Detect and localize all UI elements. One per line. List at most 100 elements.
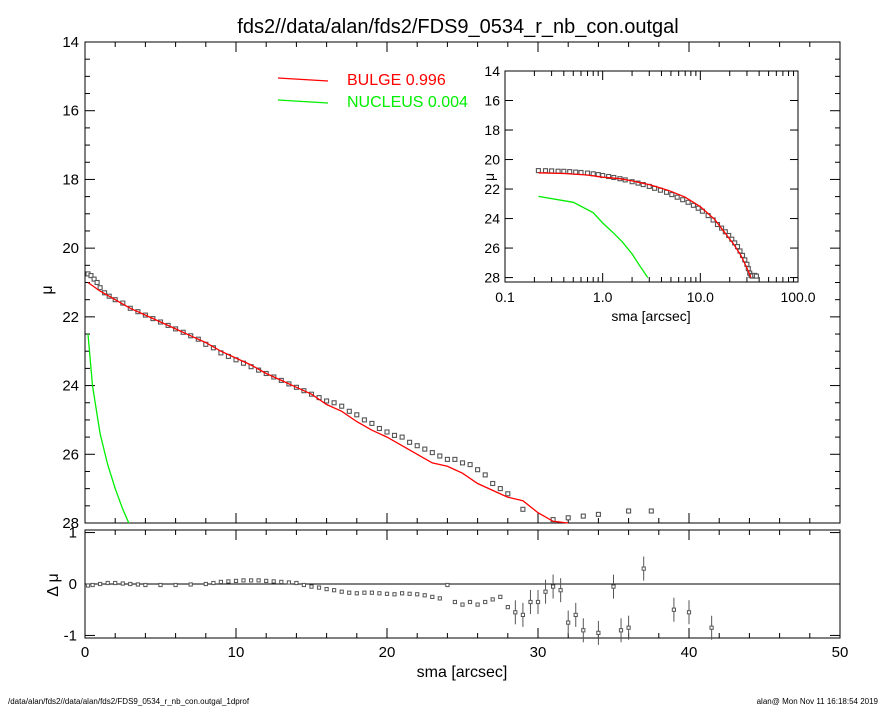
residual-point xyxy=(452,599,457,605)
residual-point xyxy=(256,578,261,583)
residual-x-axis-label: sma [arcsec] xyxy=(417,664,508,681)
main-y-tick-label: 28 xyxy=(62,515,79,532)
inset-background xyxy=(505,71,798,282)
residual-point xyxy=(309,584,314,589)
inset-y-axis-label: μ xyxy=(481,173,497,181)
main-data-point xyxy=(91,276,97,282)
residual-point xyxy=(543,589,548,594)
main-data-point xyxy=(331,400,337,406)
inset-nucleus-line xyxy=(538,195,649,278)
main-data-point xyxy=(505,491,511,497)
residual-x-tick-label: 30 xyxy=(530,644,547,661)
main-data-point xyxy=(580,513,586,519)
residual-point xyxy=(128,581,133,587)
inset-y-tick-label: 14 xyxy=(484,63,500,79)
main-y-tick-label: 24 xyxy=(62,378,79,395)
inset-x-tick-label: 1.0 xyxy=(593,289,613,305)
main-data-point xyxy=(490,480,496,487)
legend-line-bulge xyxy=(277,77,329,82)
residual-point xyxy=(377,591,382,596)
inset-plot-frame xyxy=(504,70,799,283)
residual-point xyxy=(709,625,714,630)
inset-x-tick-label: 10.0 xyxy=(687,289,714,305)
inset-data-point xyxy=(690,202,696,208)
residual-point xyxy=(686,610,692,615)
main-nucleus-line xyxy=(87,333,130,524)
residual-point xyxy=(233,578,239,583)
residual-x-tick-label: 20 xyxy=(379,644,396,661)
residual-x-tick-label: 50 xyxy=(832,644,849,661)
residual-point xyxy=(120,581,125,586)
residual-point xyxy=(105,580,110,586)
main-data-point xyxy=(497,486,503,492)
inset-data-point xyxy=(549,168,555,174)
residual-point xyxy=(445,582,450,588)
residual-y-tick-label: -1 xyxy=(64,627,77,644)
main-data-point xyxy=(361,417,367,423)
legend-line-nucleus xyxy=(277,99,329,104)
main-data-point xyxy=(520,506,526,512)
residual-point xyxy=(354,591,359,596)
inset-data-point xyxy=(753,273,759,279)
residual-point xyxy=(483,599,488,605)
inset-data-point xyxy=(640,182,646,188)
residual-point xyxy=(671,607,676,612)
inset-y-tick-label: 20 xyxy=(484,152,500,168)
inset-y-tick-label: 16 xyxy=(484,93,500,109)
main-data-point xyxy=(595,511,601,517)
residual-point xyxy=(301,582,306,588)
main-data-point xyxy=(346,408,352,414)
inset-y-tick-label: 26 xyxy=(484,240,500,256)
residual-point xyxy=(475,602,480,607)
inset-y-tick-label: 22 xyxy=(484,181,500,197)
residual-point xyxy=(294,580,299,586)
residual-point xyxy=(98,581,103,587)
residual-point xyxy=(407,591,412,596)
residual-point xyxy=(113,580,118,586)
main-data-point xyxy=(437,453,443,459)
residual-point xyxy=(226,579,231,584)
residual-point xyxy=(528,599,533,605)
main-data-point xyxy=(422,446,428,452)
inset-data-point xyxy=(695,205,701,211)
inset-y-tick-label: 18 xyxy=(484,122,500,138)
main-data-point xyxy=(324,398,330,404)
inset-data-point xyxy=(685,199,691,205)
main-data-point xyxy=(354,412,360,418)
main-data-point xyxy=(369,420,375,426)
residual-point xyxy=(573,612,578,617)
main-data-point xyxy=(97,285,103,291)
main-data-point xyxy=(339,403,345,409)
residual-point xyxy=(467,599,473,605)
residual-point xyxy=(626,625,631,630)
residual-point xyxy=(85,583,91,588)
legend-label-bulge: BULGE 0.996 xyxy=(347,72,446,89)
inset-data-point xyxy=(542,168,549,174)
residual-point xyxy=(249,578,254,583)
main-data-point xyxy=(467,462,473,468)
main-data-point xyxy=(648,508,654,514)
residual-point xyxy=(611,584,616,589)
residual-point xyxy=(369,590,374,595)
legend-label-nucleus: NUCLEUS 0.004 xyxy=(347,94,468,111)
residual-point xyxy=(384,591,390,596)
residual-point xyxy=(264,578,269,583)
residual-x-tick-label: 10 xyxy=(228,644,245,661)
residual-point xyxy=(158,582,163,588)
main-data-point xyxy=(452,456,458,462)
residual-y-tick-label: 1 xyxy=(69,525,77,542)
residual-x-tick-label: 40 xyxy=(681,644,698,661)
main-data-point xyxy=(376,425,382,432)
residual-y-axis-label: Δ μ xyxy=(45,573,62,596)
inset-plot: 14 16 18 20 22 24 26 28 0.1 1.0 10.0 100.0 sma [arcs… xyxy=(481,63,816,324)
residual-point xyxy=(505,605,510,610)
residual-point xyxy=(271,579,276,584)
residual-point xyxy=(581,628,586,633)
residual-point xyxy=(362,590,367,595)
residual-point xyxy=(551,584,556,589)
inset-y-tick-label: 28 xyxy=(484,270,500,286)
residual-point xyxy=(339,589,344,594)
inset-data-point xyxy=(606,173,612,180)
inset-data-point xyxy=(674,194,680,200)
